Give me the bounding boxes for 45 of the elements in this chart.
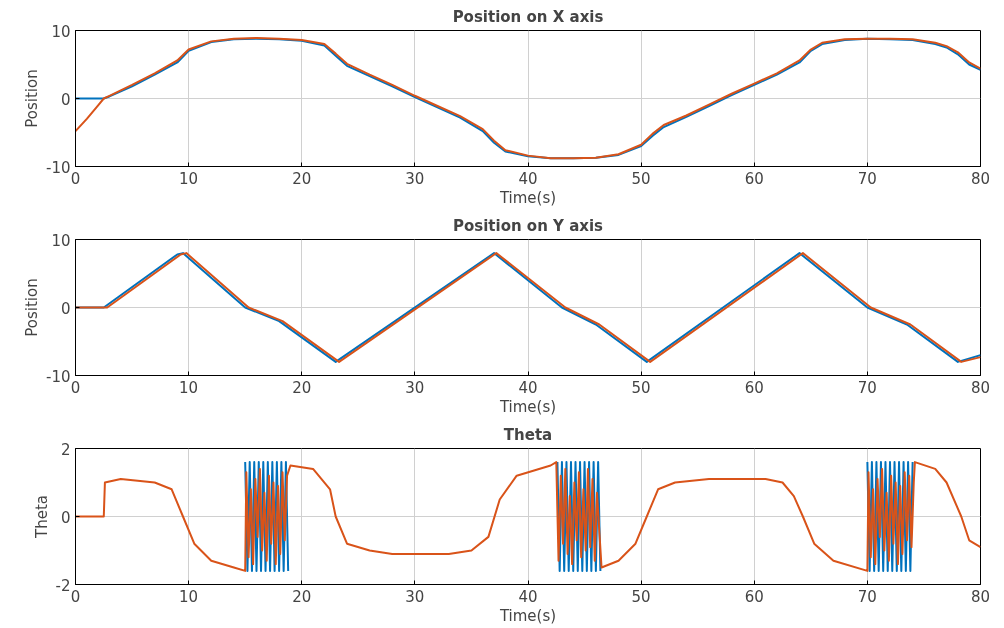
chart-title: Position on Y axis [452, 216, 604, 235]
y-axis-title: Position [23, 69, 41, 128]
x-axis-title: Time(s) [498, 188, 557, 207]
y-tick-label: 2 [60, 440, 71, 459]
x-tick-label: 80 [970, 587, 991, 606]
y-tick-label: -2 [55, 576, 71, 595]
chart-title: Theta [503, 425, 553, 444]
y-tick-label: 10 [51, 22, 71, 41]
x-tick-label: 30 [405, 378, 425, 397]
x-tick-label: 10 [179, 378, 199, 397]
y-tick-label: -10 [46, 158, 71, 177]
x-tick-label: 60 [744, 378, 764, 397]
y-axis-title: Position [23, 278, 41, 337]
x-tick-label: 20 [292, 587, 312, 606]
line-series [75, 252, 981, 363]
x-tick-label: 50 [631, 378, 651, 397]
y-axis-title: Theta [32, 495, 51, 539]
x-tick-label: 30 [405, 587, 425, 606]
x-tick-label: 40 [518, 587, 538, 606]
y-tick-label: 0 [60, 299, 71, 318]
line-series [75, 461, 981, 572]
x-tick-label: 40 [518, 378, 538, 397]
x-tick-label: 60 [744, 169, 764, 188]
y-tick-label: -10 [46, 367, 71, 386]
x-tick-label: 70 [857, 169, 877, 188]
x-tick-label: 70 [857, 378, 877, 397]
x-tick-label: 30 [405, 169, 425, 188]
x-tick-label: 10 [179, 587, 199, 606]
line-series [75, 37, 981, 160]
chart-title: Position on X axis [452, 7, 604, 26]
x-tick-label: 80 [970, 169, 991, 188]
x-tick-label: 50 [631, 169, 651, 188]
x-axis-title: Time(s) [498, 606, 557, 625]
x-tick-label: 20 [292, 378, 312, 397]
x-tick-label: 60 [744, 587, 764, 606]
y-tick-label: 0 [60, 90, 71, 109]
x-tick-label: 80 [970, 378, 991, 397]
x-tick-label: 40 [518, 169, 538, 188]
x-axis-title: Time(s) [498, 397, 557, 416]
x-tick-label: 10 [179, 169, 199, 188]
x-tick-label: 70 [857, 587, 877, 606]
x-tick-label: 20 [292, 169, 312, 188]
y-tick-label: 0 [60, 508, 71, 527]
y-tick-label: 10 [51, 231, 71, 250]
x-tick-label: 50 [631, 587, 651, 606]
